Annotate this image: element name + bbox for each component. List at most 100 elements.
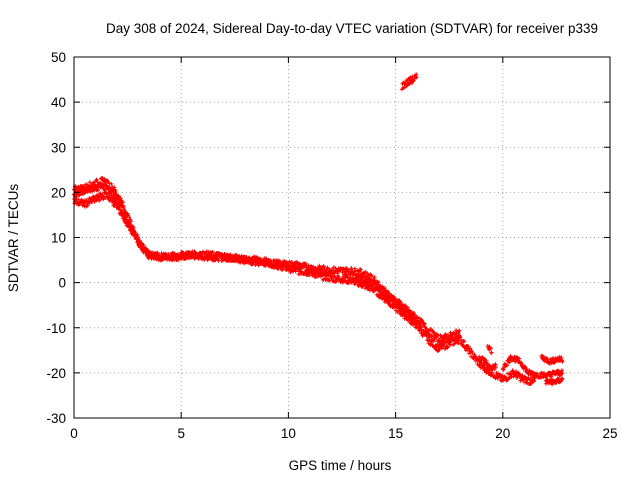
data-point — [144, 248, 148, 253]
data-point — [523, 364, 528, 369]
data-point — [466, 344, 471, 349]
data-point — [514, 369, 519, 374]
data-point — [124, 217, 129, 222]
data-point — [94, 177, 99, 182]
data-point — [293, 269, 298, 274]
data-point — [268, 259, 272, 264]
data-point — [505, 363, 510, 368]
data-point — [127, 222, 132, 227]
data-point — [482, 363, 487, 368]
data-point — [278, 260, 283, 265]
data-point — [306, 263, 311, 268]
y-tick-label: -10 — [46, 321, 66, 336]
x-tick-label: 0 — [70, 426, 78, 441]
data-point — [98, 181, 103, 186]
data-point — [408, 75, 413, 80]
data-point — [434, 335, 439, 340]
data-point — [417, 322, 422, 327]
x-axis-ticks: 0 5 10 15 20 25 — [70, 57, 618, 441]
data-point — [551, 356, 555, 360]
data-point — [414, 324, 419, 329]
data-point — [484, 359, 489, 363]
data-point — [445, 344, 450, 349]
data-point — [141, 243, 146, 248]
data-point — [146, 256, 151, 261]
data-point — [76, 197, 81, 202]
data-point — [493, 365, 498, 370]
data-point — [403, 310, 408, 315]
data-point — [215, 256, 220, 261]
data-point — [384, 290, 389, 295]
data-point — [507, 375, 512, 380]
data-point — [121, 212, 126, 217]
data-point — [412, 317, 416, 322]
x-axis-label: GPS time / hours — [289, 458, 392, 473]
y-tick-label: -20 — [46, 366, 66, 381]
data-point — [129, 225, 134, 230]
data-point — [113, 188, 118, 193]
data-point — [529, 380, 534, 385]
x-tick-label: 5 — [177, 426, 185, 441]
data-point — [132, 229, 136, 234]
x-tick-label: 25 — [602, 426, 617, 441]
data-point — [468, 346, 473, 351]
data-point — [414, 75, 419, 80]
data-point — [489, 350, 494, 355]
data-point — [98, 191, 103, 196]
data-point — [133, 232, 138, 237]
y-tick-label: 20 — [51, 185, 66, 200]
data-point — [117, 204, 122, 209]
data-point — [457, 328, 462, 333]
data-point — [127, 215, 132, 220]
data-point — [85, 203, 90, 208]
data-point — [327, 278, 332, 283]
data-point — [560, 359, 565, 364]
data-point — [292, 264, 297, 269]
data-point — [558, 373, 563, 378]
data-point — [394, 299, 399, 304]
data-points — [72, 72, 565, 387]
data-point — [397, 302, 402, 307]
data-point — [351, 273, 356, 277]
data-point — [274, 265, 279, 270]
data-point — [495, 376, 500, 381]
data-point — [242, 254, 247, 259]
data-point — [457, 333, 462, 338]
data-point — [462, 339, 467, 344]
grid-lines — [74, 57, 610, 418]
data-point — [560, 371, 565, 376]
data-point — [145, 251, 150, 256]
data-point — [378, 285, 383, 290]
data-point — [560, 376, 565, 381]
data-point — [408, 313, 413, 318]
data-point — [372, 275, 377, 280]
data-point — [210, 250, 215, 255]
data-point — [358, 267, 363, 272]
x-tick-label: 15 — [388, 426, 403, 441]
y-tick-label: 0 — [58, 276, 66, 291]
y-tick-label: 40 — [51, 95, 66, 110]
data-point — [369, 274, 374, 279]
data-point — [200, 253, 205, 258]
data-point — [188, 255, 193, 260]
y-tick-label: 10 — [51, 231, 66, 246]
x-tick-label: 10 — [281, 426, 296, 441]
data-point — [372, 279, 377, 284]
data-point — [507, 360, 512, 364]
x-tick-label: 20 — [495, 426, 510, 441]
data-point — [120, 200, 125, 205]
y-tick-label: 30 — [51, 140, 66, 155]
data-point — [386, 291, 391, 296]
data-point — [406, 305, 410, 310]
data-point — [488, 346, 493, 351]
data-point — [414, 320, 419, 325]
data-point — [470, 350, 475, 355]
y-axis-label: SDTVAR / TECUs — [6, 184, 21, 293]
data-point — [349, 266, 354, 271]
y-axis-ticks: -30 -20 -10 0 10 20 30 40 50 — [46, 50, 610, 426]
y-tick-label: 50 — [51, 50, 66, 65]
chart-title: Day 308 of 2024, Sidereal Day-to-day VTE… — [106, 21, 598, 36]
y-tick-label: -30 — [46, 411, 66, 426]
